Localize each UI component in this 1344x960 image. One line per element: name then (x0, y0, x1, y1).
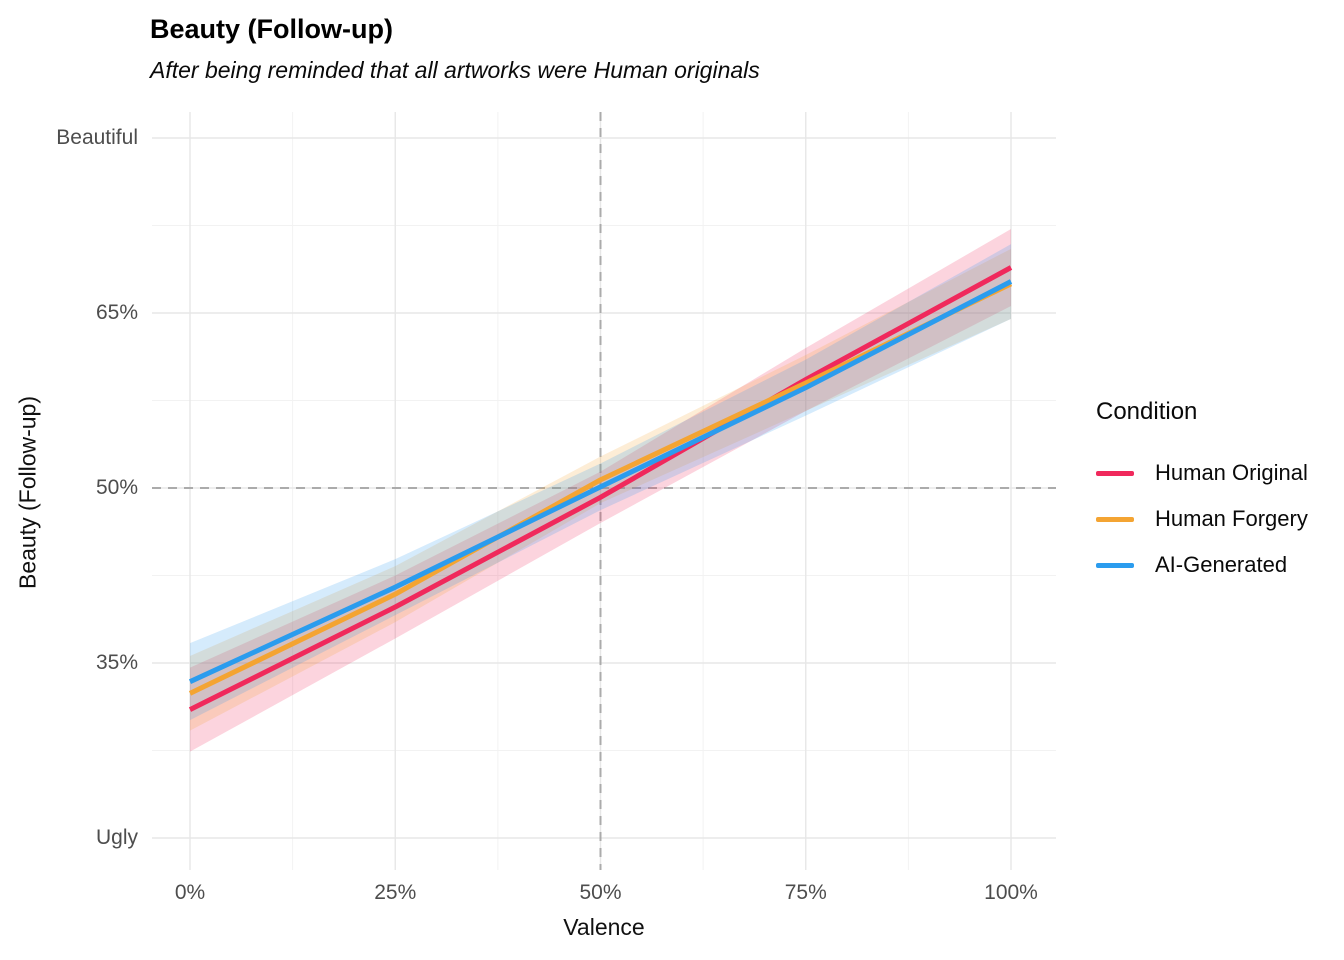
legend-entry: Human Original (1096, 450, 1308, 496)
legend-entries: Human Original Human Forgery AI-Generated (1096, 450, 1308, 588)
legend-entry-label: Human Original (1155, 460, 1308, 485)
legend-title: Condition (1096, 398, 1198, 425)
legend-entry: AI-Generated (1096, 542, 1308, 588)
x-tick-label: 100% (984, 881, 1038, 904)
x-tick-label: 0% (174, 881, 206, 904)
x-tick-label: 75% (784, 881, 827, 904)
x-axis-title: Valence (563, 914, 645, 940)
series-line-ai-generated (188, 279, 1013, 684)
legend-entry-label: Human Forgery (1155, 506, 1308, 531)
legend-key-line (1096, 562, 1134, 568)
y-tick-label: 50% (95, 476, 138, 499)
x-tick-label: 50% (579, 881, 622, 904)
legend: Condition Human Original Human Forgery AI-… (1096, 398, 1308, 588)
legend-entry: Human Forgery (1096, 496, 1308, 542)
y-tick-label: Beautiful (56, 126, 138, 149)
y-tick-label: Ugly (95, 826, 138, 849)
chart-subtitle: After being reminded that all artworks w… (150, 57, 760, 83)
legend-key-line (1096, 516, 1134, 522)
chart-title: Beauty (Follow-up) (150, 14, 393, 44)
confidence-band-human-forgery (190, 248, 1011, 731)
y-tick-label: 35% (95, 651, 138, 674)
x-tick-label: 25% (374, 881, 417, 904)
legend-key-line (1096, 470, 1134, 476)
y-tick-label: 65% (95, 301, 138, 324)
series-line-human-original (188, 265, 1013, 712)
confidence-band-human-original (190, 229, 1011, 752)
legend-entry-label: AI-Generated (1155, 552, 1288, 577)
